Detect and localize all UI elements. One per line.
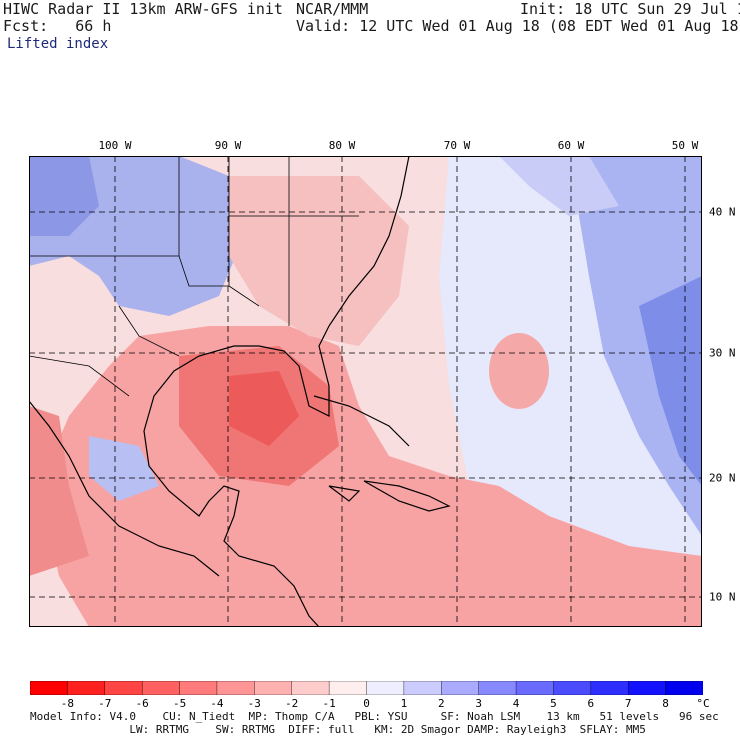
graticule xyxy=(29,156,702,627)
colorbar-swatch xyxy=(590,681,629,695)
lifted-index-map xyxy=(29,156,702,627)
colorbar-tick-label: 4 xyxy=(512,697,520,710)
colorbar-tick-label: -6 xyxy=(135,697,149,710)
colorbar-tick-label: 1 xyxy=(400,697,408,710)
longitude-label: 100 W xyxy=(98,139,132,152)
init-time: Init: 18 UTC Sun 29 Jul 18 xyxy=(520,0,740,18)
mexico-stable-patch xyxy=(89,436,159,501)
atlantic-unstable-cell xyxy=(489,333,549,409)
colorbar-swatch xyxy=(515,681,555,695)
colorbar-tick-label: 2 xyxy=(437,697,445,710)
colorbar-swatch xyxy=(441,681,480,695)
field-name: Lifted index xyxy=(7,36,109,52)
colorbar-unit: °C xyxy=(696,697,710,710)
colorbar-tick-label: -3 xyxy=(247,697,261,710)
colorbar-swatch xyxy=(104,681,143,695)
colorbar-swatch xyxy=(553,681,592,695)
coastlines xyxy=(29,156,451,627)
colorbar-swatch xyxy=(478,681,517,695)
colorbar-swatch xyxy=(328,681,368,695)
valid-time: Valid: 12 UTC Wed 01 Aug 18 (08 EDT Wed … xyxy=(296,17,740,35)
colorbar-tick-label: 7 xyxy=(624,697,632,710)
colorbar-tick-label: -4 xyxy=(210,697,224,710)
model-info-line2: LW: RRTMG SW: RRTMG DIFF: full KM: 2D Sm… xyxy=(30,723,646,736)
map-frame xyxy=(29,156,702,627)
model-info-line1: Model Info: V4.0 CU: N_Tiedt MP: Thomp C… xyxy=(30,710,719,723)
pacific-unstable-region xyxy=(29,406,89,576)
colorbar-tick-label: -8 xyxy=(60,697,75,710)
gulf-strong-instability xyxy=(229,371,299,446)
colorbar xyxy=(30,681,703,695)
colorbar-tick-label: 3 xyxy=(475,697,482,710)
colorbar-swatch xyxy=(30,681,69,695)
colorbar-swatch xyxy=(67,681,106,695)
longitude-label: 60 W xyxy=(557,139,585,152)
longitude-label: 70 W xyxy=(443,139,471,152)
colorbar-tick-label: 0 xyxy=(363,697,370,710)
colorbar-tick-label: -7 xyxy=(98,697,112,710)
colorbar-swatch xyxy=(141,681,181,695)
latitude-label: 10 N xyxy=(709,590,736,604)
colorbar-tick-label: 6 xyxy=(587,697,595,710)
colorbar-swatch xyxy=(179,681,218,695)
colorbar-tick-label: -2 xyxy=(285,697,299,710)
colorbar-tick-label: -1 xyxy=(322,697,336,710)
upper-plains-stable-core xyxy=(29,156,99,236)
latitude-label: 20 N xyxy=(709,471,736,485)
eastern-us-mild-instability xyxy=(229,176,409,346)
latitude-label: 30 N xyxy=(709,346,736,360)
colorbar-tick-label: 8 xyxy=(662,697,669,710)
colorbar-tick-label: 5 xyxy=(550,697,557,710)
forecast-hour: Fcst: 66 h xyxy=(3,17,112,35)
colorbar-swatch xyxy=(366,681,405,695)
colorbar-swatch xyxy=(665,681,703,695)
longitude-label: 90 W xyxy=(214,139,242,152)
latitude-label: 40 N xyxy=(709,205,736,219)
longitude-label: 80 W xyxy=(328,139,356,152)
colorbar-swatch xyxy=(291,681,330,695)
colorbar-tick-label: -5 xyxy=(172,697,187,710)
colorbar-swatch xyxy=(254,681,293,695)
institution-label: NCAR/MMM xyxy=(296,0,369,18)
northeast-stable-area xyxy=(499,156,619,216)
atlantic-stable-core xyxy=(569,156,702,536)
colorbar-swatch xyxy=(403,681,442,695)
colorbar-swatch xyxy=(216,681,256,695)
longitude-label: 50 W xyxy=(671,139,699,152)
political-borders xyxy=(29,156,359,397)
model-title: HIWC Radar II 13km ARW-GFS init xyxy=(3,0,283,18)
colorbar-swatch xyxy=(628,681,667,695)
atlantic-very-stable xyxy=(639,276,702,486)
